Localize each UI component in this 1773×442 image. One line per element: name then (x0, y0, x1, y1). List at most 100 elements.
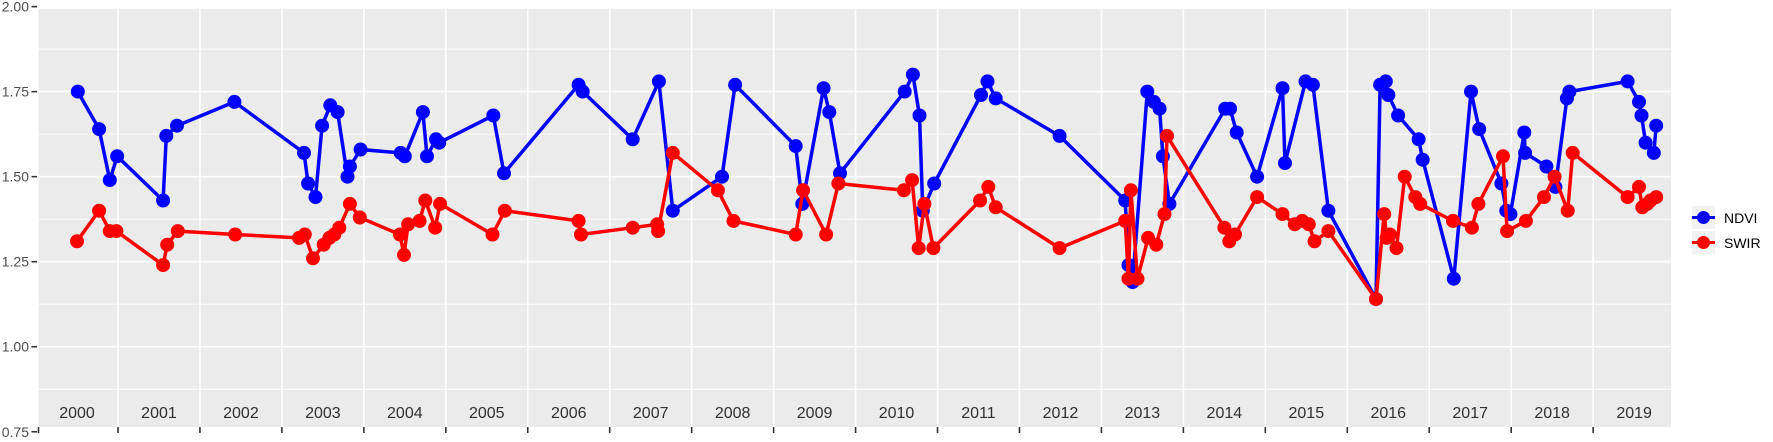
axis-ticks (31, 5, 1594, 433)
ndvi-point (1275, 81, 1290, 96)
swir-point (788, 227, 803, 242)
ndvi-point (70, 84, 85, 99)
ndvi-point (1620, 74, 1635, 89)
swir-point (428, 220, 443, 235)
ndvi-point (102, 173, 117, 188)
x-axis-label: 2016 (1370, 405, 1406, 422)
ndvi-point (308, 190, 323, 205)
swir-point (1301, 217, 1316, 232)
swir-point (352, 210, 367, 225)
ndvi-point (1229, 125, 1244, 140)
swir-point (332, 220, 347, 235)
ndvi-point (1446, 271, 1461, 286)
x-axis-label: 2006 (551, 405, 587, 422)
x-axis-labels: 2000 2001 2002 2003 2004 2005 2006 2007 2008 2009… (59, 405, 1652, 422)
x-axis-label: 2019 (1616, 405, 1652, 422)
ndvi-point (415, 105, 430, 120)
x-axis-label: 2008 (715, 405, 751, 422)
swir-point (973, 193, 988, 208)
ndvi-point (728, 77, 743, 92)
ndvi-point (665, 203, 680, 218)
swir-point (1397, 169, 1412, 184)
swir-point (1377, 207, 1392, 222)
swir-point (1217, 220, 1232, 235)
ndvi-point (353, 142, 368, 157)
swir-point (1565, 145, 1580, 160)
swir-point (796, 183, 811, 198)
swir-point (1496, 149, 1510, 164)
x-axis-label: 2018 (1534, 405, 1570, 422)
x-axis-label: 2017 (1452, 405, 1488, 422)
ndvi-point (342, 159, 357, 174)
ndvi-point (1539, 159, 1554, 174)
ndvi-point (1638, 135, 1653, 150)
swir-point (988, 200, 1003, 215)
swir-point (574, 227, 588, 242)
swir-point (1471, 196, 1486, 211)
ndvi-point (927, 176, 942, 191)
ndvi-point (1411, 132, 1426, 147)
swir-point (1500, 224, 1515, 239)
ndvi-point (1517, 125, 1532, 140)
y-axis-label: 1.25 (2, 254, 29, 270)
x-axis-label: 2014 (1207, 405, 1243, 422)
y-axis-labels: 2.00 1.75 1.50 1.25 1.00 0.75 (2, 0, 29, 440)
swir-point (160, 237, 175, 252)
x-axis-label: 2012 (1043, 405, 1079, 422)
swir-point (92, 203, 107, 218)
swir-point (497, 203, 512, 218)
swir-point (401, 217, 416, 232)
x-axis-label: 2013 (1125, 405, 1161, 422)
swir-point (1446, 213, 1460, 228)
swir-point (433, 196, 448, 211)
swir-point (1321, 224, 1336, 239)
ndvi-legend-key-icon (1692, 206, 1715, 229)
ndvi-point (1278, 156, 1292, 171)
ndvi-point (651, 74, 666, 89)
ndvi-point (905, 67, 920, 82)
swir-point (1149, 237, 1164, 252)
ndvi-point (92, 122, 107, 137)
ndvi-point (156, 193, 171, 208)
ndvi-point (1378, 74, 1393, 89)
swir-point (1560, 203, 1575, 218)
swir-point (1382, 227, 1397, 242)
ndvi-point (1250, 169, 1265, 184)
swir-point (1123, 183, 1138, 198)
ndvi-point (110, 149, 125, 164)
ndvi-point (1118, 193, 1133, 208)
ndvi-point (170, 118, 184, 133)
ndvi-point (1464, 84, 1478, 99)
swir-point (1228, 227, 1242, 242)
ndvi-point (1634, 108, 1649, 123)
swir-point (109, 224, 124, 239)
ndvi-point (1472, 122, 1487, 137)
x-axis-label: 2005 (469, 405, 505, 422)
swir-point (342, 196, 357, 211)
x-axis-label: 2003 (305, 405, 341, 422)
swir-point (228, 227, 243, 242)
ndvi-point-sample (1697, 211, 1710, 224)
ndvi-point (397, 149, 412, 164)
ndvi-point (420, 149, 434, 164)
ndvi-point (816, 81, 831, 96)
swir-point (412, 213, 427, 228)
swir-point (170, 224, 185, 239)
ndvi-point (912, 108, 927, 123)
ndvi-point (822, 105, 837, 120)
ndvi-point (1518, 145, 1533, 160)
ndvi-point (897, 84, 912, 99)
swir-point (1547, 169, 1562, 184)
ndvi-point (330, 105, 345, 120)
swir-point (1649, 190, 1664, 205)
swir-point (911, 241, 926, 256)
x-axis-label: 2007 (633, 405, 669, 422)
ndvi-point (974, 88, 988, 102)
ndvi-point (497, 166, 511, 181)
ndvi-point (315, 118, 330, 133)
y-axis-label: 2.00 (2, 0, 29, 15)
swir-point (625, 220, 640, 235)
swir-point-sample (1697, 236, 1710, 249)
